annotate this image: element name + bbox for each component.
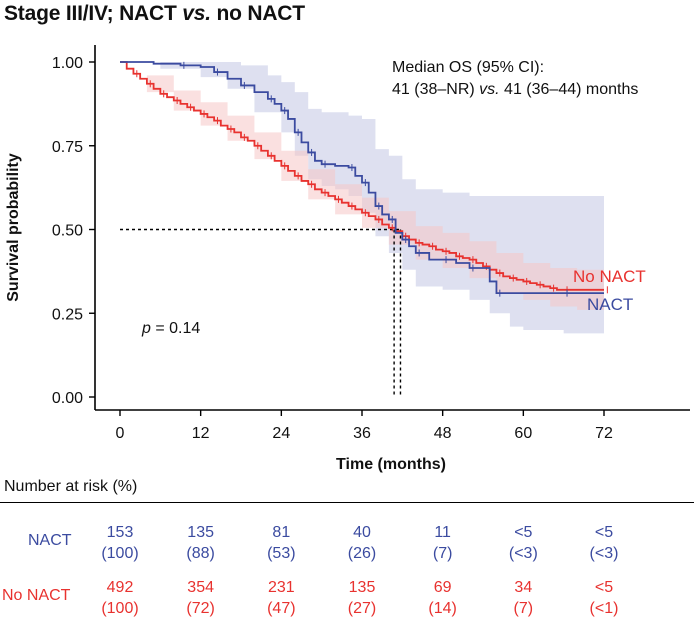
risk-percent: (100)	[101, 545, 139, 562]
risk-count: <5	[594, 524, 614, 541]
risk-cell-no-nact: 34 (7)	[483, 577, 563, 619]
risk-count: 354	[187, 579, 214, 596]
risk-count: 231	[267, 579, 295, 596]
risk-percent: (26)	[347, 545, 377, 562]
km-plot: 0.00 0.25 0.50 0.75 1.00 0 12 24 36 48 60 72 Time (…	[5, 45, 690, 473]
nact-censor-marks	[183, 61, 568, 297]
x-tick-label: 12	[192, 425, 210, 442]
legend-label-no-nact: No NACT	[573, 267, 646, 286]
risk-cell-no-nact: 135 (27)	[322, 577, 402, 619]
risk-count: 135	[187, 524, 214, 541]
risk-percent: (88)	[186, 545, 215, 562]
y-tick-label: 0.75	[52, 139, 83, 156]
risk-cell-nact: 11 (7)	[403, 522, 483, 564]
nact-survival-curve	[120, 61, 604, 295]
axes: 0.00 0.25 0.50 0.75 1.00 0 12 24 36 48 60 72	[52, 45, 690, 442]
risk-cell-nact: 153 (100)	[80, 522, 160, 564]
risk-cell-nact: 135 (88)	[161, 522, 241, 564]
risk-count: 34	[514, 579, 533, 596]
risk-percent: (100)	[101, 600, 139, 617]
risk-percent: (47)	[267, 600, 296, 617]
risk-count: 492	[106, 579, 134, 596]
median-reference-lines	[120, 228, 402, 397]
risk-percent: (27)	[347, 600, 377, 617]
no-nact-survival-curve	[120, 61, 604, 291]
median-os-annotation-line1: Median OS (95% CI):	[392, 59, 544, 76]
risk-table-divider	[0, 502, 694, 503]
risk-percent: (14)	[428, 600, 457, 617]
risk-percent: (<1)	[589, 600, 619, 617]
x-tick-label: 0	[116, 425, 125, 442]
risk-count: 135	[348, 579, 376, 596]
risk-cell-no-nact: 492 (100)	[80, 577, 160, 619]
y-tick-label: 0.50	[52, 223, 83, 240]
risk-row-label-nact: NACT	[28, 532, 72, 549]
risk-percent: (<3)	[508, 545, 538, 562]
no-nact-ci-band	[120, 62, 604, 310]
median-os-annotation-line2: 41 (38–NR) vs. 41 (36–44) months	[392, 81, 638, 98]
chart-title: Stage III/IV; NACT vs. no NACT	[4, 2, 305, 25]
risk-cell-no-nact: <5 (<1)	[564, 577, 644, 619]
risk-cell-no-nact: 354 (72)	[161, 577, 241, 619]
x-axis-title: Time (months)	[336, 456, 446, 473]
risk-count: 153	[106, 524, 134, 541]
risk-percent: (72)	[186, 600, 215, 617]
x-tick-label: 60	[514, 425, 532, 442]
risk-table-header: Number at risk (%)	[4, 478, 138, 495]
risk-percent: (53)	[267, 545, 296, 562]
x-tick-label: 36	[353, 425, 371, 442]
x-tick-label: 48	[434, 425, 452, 442]
risk-cell-nact: 81 (53)	[241, 522, 321, 564]
risk-percent: (<3)	[589, 545, 619, 562]
risk-count: <5	[594, 579, 614, 596]
risk-count: 81	[272, 524, 291, 541]
x-tick-label: 24	[272, 425, 290, 442]
risk-cell-nact: 40 (26)	[322, 522, 402, 564]
x-tick-label: 72	[595, 425, 613, 442]
risk-count: 11	[434, 524, 451, 541]
risk-cell-no-nact: 69 (14)	[403, 577, 483, 619]
risk-cell-nact: <5 (<3)	[483, 522, 563, 564]
risk-percent: (7)	[432, 545, 453, 562]
risk-percent: (7)	[513, 600, 534, 617]
risk-count: 69	[433, 579, 452, 596]
risk-row-label-no-nact: No NACT	[2, 587, 71, 604]
chart-labels: Time (months) Survival probability Median …	[5, 59, 646, 473]
no-nact-censor-marks	[136, 70, 608, 294]
y-tick-label: 1.00	[52, 55, 83, 72]
y-axis-title: Survival probability	[5, 153, 22, 302]
risk-count: 40	[353, 524, 371, 541]
p-value-label: p = 0.14	[141, 320, 200, 337]
y-tick-label: 0.25	[52, 306, 83, 323]
survival-curves	[120, 61, 608, 297]
risk-cell-no-nact: 231 (47)	[241, 577, 321, 619]
risk-cell-nact: <5 (<3)	[564, 522, 644, 564]
risk-count: <5	[514, 524, 533, 541]
legend-label-nact: NACT	[587, 295, 633, 314]
y-tick-label: 0.00	[52, 390, 83, 407]
